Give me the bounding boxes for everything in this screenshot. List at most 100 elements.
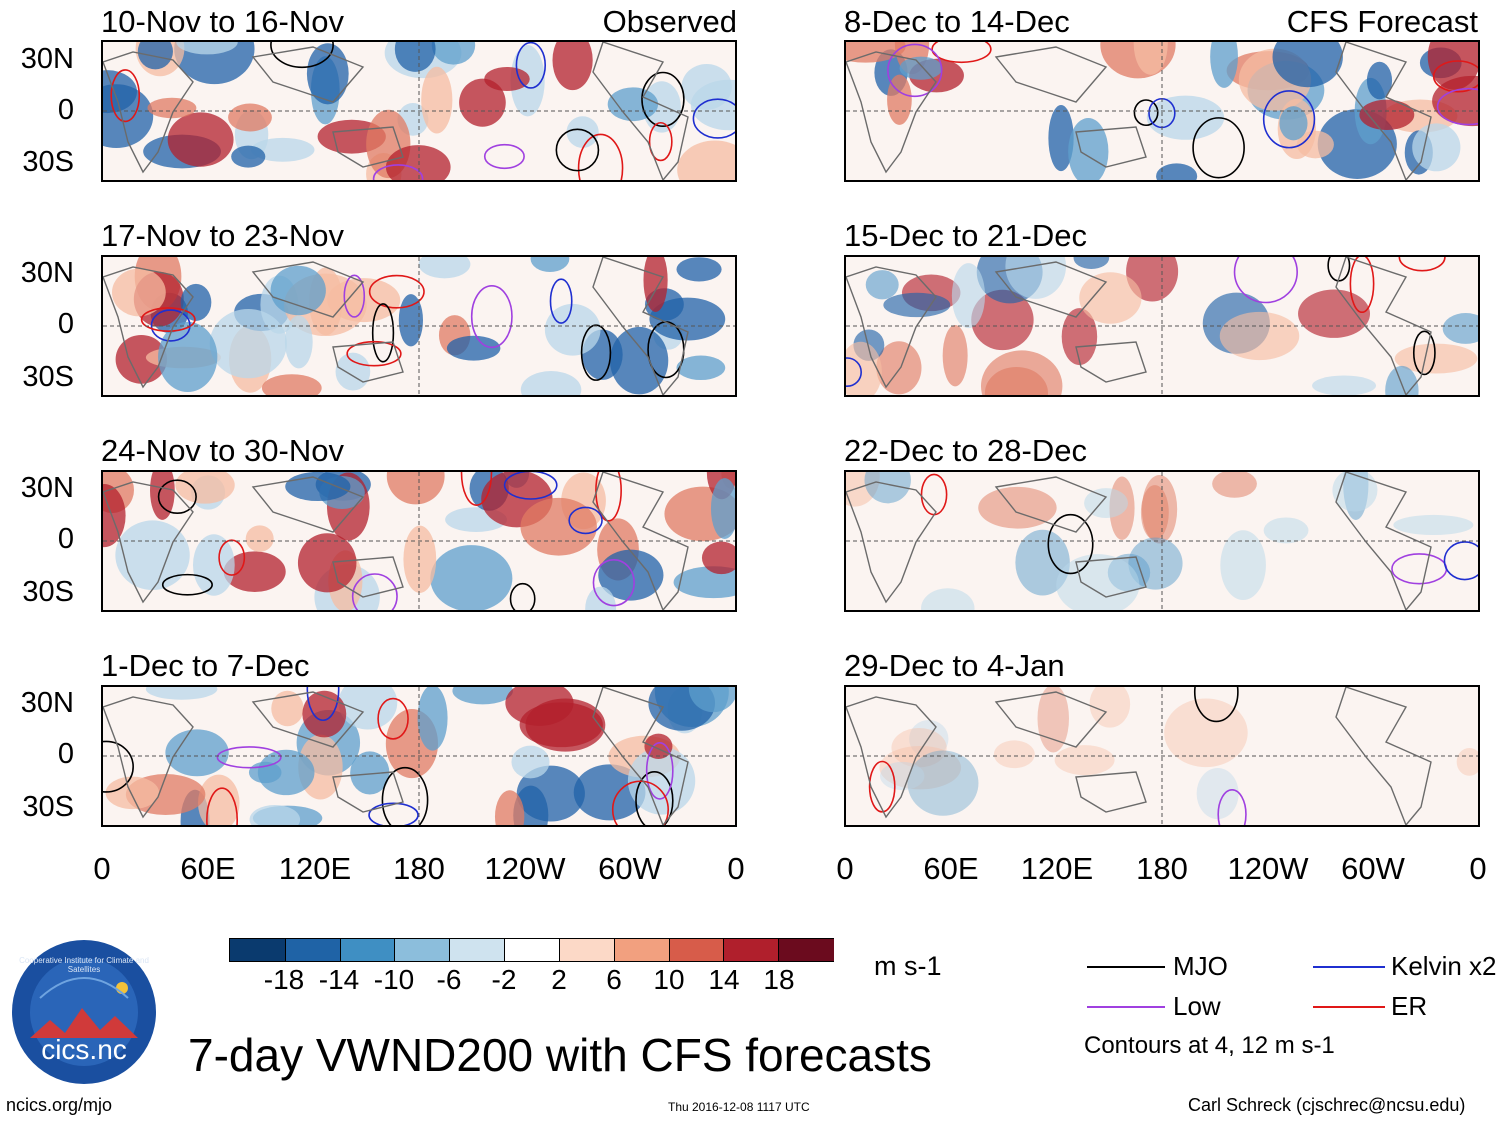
anomaly-blob [701,541,735,575]
lat-label: 30S [22,576,74,608]
cfs-forecast-label: CFS Forecast [1286,4,1478,39]
colorbar-swatch [723,939,780,961]
panel-title: 22-Dec to 28-Dec [844,433,1087,468]
contour-ring [577,133,624,180]
observed-label: Observed [602,4,737,39]
anomaly-blob [520,497,597,556]
anomaly-blob [1442,313,1478,344]
anomaly-blob [1427,42,1478,90]
contour-ring [568,506,603,535]
contour-ring [372,164,424,180]
contour-ring [343,274,366,318]
colorbar-swatch [394,939,451,961]
contour-ring [1436,87,1478,126]
contour-ring [1349,257,1375,314]
legend-label-mjo: MJO [1173,951,1228,981]
anomaly-blob [505,687,574,726]
contour-ring [371,303,395,363]
contour-ring [218,539,246,576]
anomaly-blob [271,690,304,727]
anomaly-blob [677,140,735,180]
lat-label: 30N [20,43,74,75]
anomaly-blob [520,371,582,395]
contour-ring [515,42,547,89]
contour-ring [1443,541,1478,581]
anomaly-blob [883,292,951,318]
contour-ring [1262,90,1316,149]
contour-ring [509,582,536,610]
lon-label: 60W [598,851,662,886]
anomaly-blob [306,43,349,105]
colorbar-tick-label: -14 [318,964,360,995]
anomaly-blob [690,79,735,131]
colorbar-tick-label: -18 [263,964,305,995]
colorbar-swatch [449,939,506,961]
legend-line-kelvin [1313,966,1385,968]
anomaly-blob [245,525,274,552]
anomaly-blob [249,804,301,825]
coastline [846,687,1432,825]
anomaly-blob [1263,517,1309,544]
anomaly-blob [431,42,476,65]
anomaly-blob [676,355,726,381]
contour-ring [1192,117,1245,179]
anomaly-field [846,257,1478,395]
lat-label: 30S [22,791,74,823]
lon-label: 0 [1469,851,1487,886]
anomaly-blob [876,341,922,395]
anomaly-blob [643,257,668,312]
anomaly-field [103,257,735,395]
map-panel [844,40,1480,182]
logo-text: cics.nc [41,1034,127,1065]
anomaly-blob [1220,530,1266,600]
footer-timestamp: Thu 2016-12-08 1117 UTC [668,1100,810,1114]
anomaly-blob [552,42,593,91]
anomaly-blob [864,472,911,504]
anomaly-blob [566,116,599,148]
anomaly-blob [1298,289,1371,338]
contour-ring [592,559,635,607]
map-panel [101,40,737,182]
anomaly-blob [530,257,570,273]
anomaly-blob [1015,529,1070,596]
anomaly-blob [231,145,266,168]
anomaly-blob [248,761,282,784]
contour-ring [157,479,197,515]
contour-ring [377,697,409,740]
anomaly-blob [1133,42,1168,75]
anomaly-blob [971,289,1034,351]
panel-title: 24-Nov to 30-Nov [101,433,344,468]
anomaly-blob [165,729,229,777]
anomaly-blob [335,352,371,391]
colorbar-swatch [778,939,835,961]
anomaly-blob [1048,105,1074,172]
anomaly-blob [899,56,943,80]
anomaly-blob [1140,485,1169,540]
anomaly-blob [167,112,234,167]
anomaly-blob [1084,488,1128,519]
anomaly-blob [1156,163,1198,180]
coastline [103,257,689,395]
contour-ring [381,766,429,825]
anomaly-blob [544,303,601,356]
anomaly-blob [270,265,326,316]
anomaly-blob [459,78,506,127]
anomaly-blob [921,588,975,610]
contour-ring [580,324,612,381]
anomaly-blob [1393,514,1474,536]
colorbar-swatch [668,939,725,961]
legend-line-mjo [1087,966,1165,968]
anomaly-blob [710,478,735,539]
logo-icon [12,940,156,1084]
lon-label: 120W [484,851,566,886]
contour-ring [931,42,992,64]
anomaly-blob [285,472,351,502]
panel-title: 10-Nov to 16-Nov [101,4,344,39]
anomaly-blob [223,551,286,593]
footer-url[interactable]: ncics.org/mjo [6,1095,113,1115]
logo-ring-text: Cooperative Institute for Climate and Sa… [19,956,149,974]
anomaly-blob [103,484,126,548]
contour-ring [483,143,525,170]
anomaly-blob [1210,42,1238,88]
anomaly-blob [137,42,173,70]
